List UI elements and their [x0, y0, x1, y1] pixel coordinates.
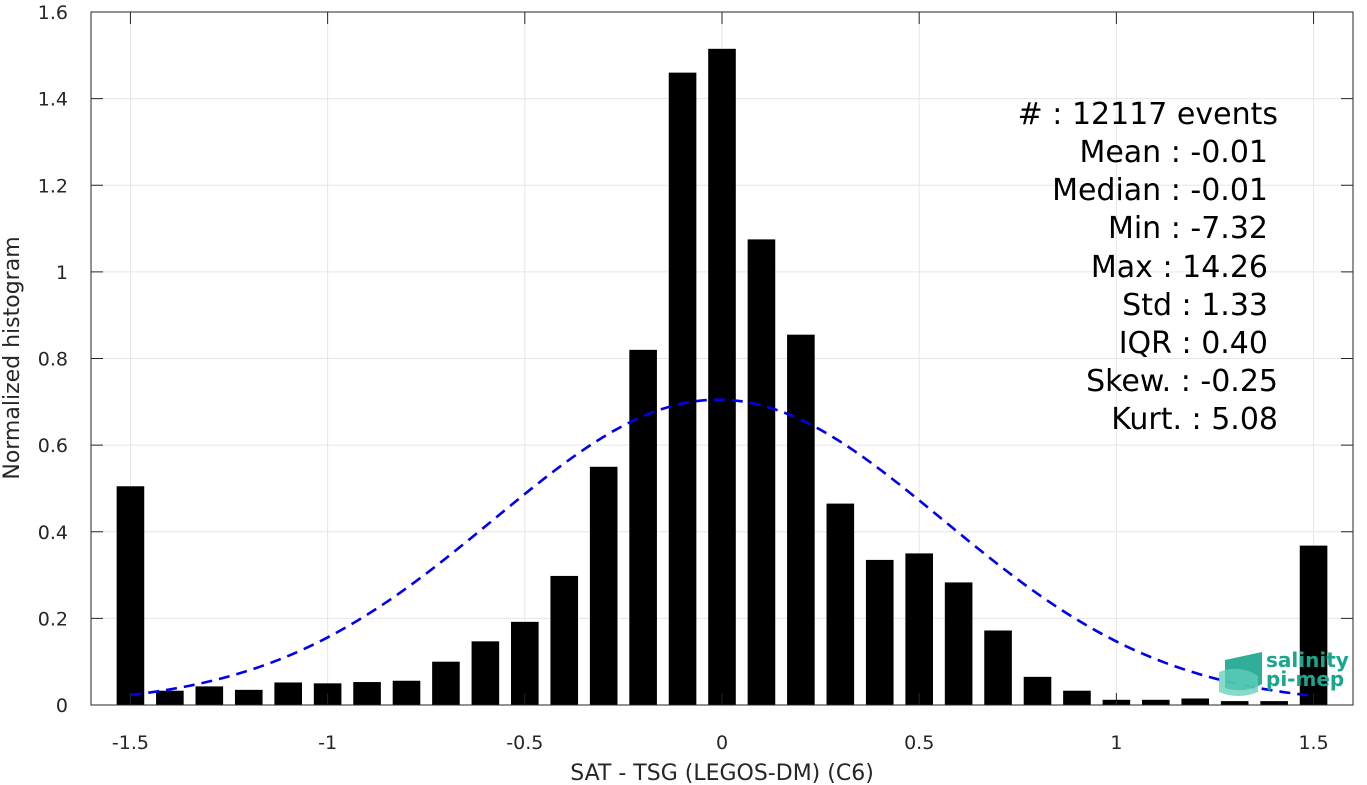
axes [90, 11, 1354, 706]
stat-min: Min : -7.32 [1108, 211, 1268, 246]
y-tick-label: 0.4 [38, 522, 68, 544]
x-tick-label: 1.5 [1298, 732, 1328, 754]
histogram-bar [1142, 699, 1170, 705]
stat-mean: Mean : -0.01 [1079, 135, 1268, 170]
histogram-bar [747, 239, 776, 705]
y-tick-label: 0.6 [38, 435, 68, 457]
histogram-bar [589, 466, 618, 705]
x-tick-label: 0 [716, 732, 728, 754]
stat-skew: Skew. : -0.25 [1086, 364, 1278, 399]
wave-logo-icon [1219, 652, 1262, 696]
stat-events: # : 12117 events [1018, 97, 1278, 132]
histogram-bar [432, 661, 460, 705]
x-tick-labels: -1.5 -1 -0.5 0 0.5 1 1.5 [112, 732, 1329, 754]
histogram-bar [274, 682, 302, 705]
histogram-bar [1181, 698, 1210, 705]
x-tick-label: -0.5 [506, 732, 543, 754]
stat-iqr: IQR : 0.40 [1119, 326, 1268, 361]
y-tick-label: 1.2 [38, 175, 68, 197]
y-tick-label: 0.8 [38, 349, 68, 371]
histogram-bar [1023, 676, 1052, 705]
histogram-bar [1299, 545, 1328, 705]
y-tick-labels: 0 0.2 0.4 0.6 0.8 1 1.2 1.4 1.6 [38, 2, 68, 717]
y-tick-label: 1.4 [38, 89, 68, 111]
histogram-bar [1063, 690, 1091, 705]
salinity-pi-mep-logo: salinity pi-mep [1219, 648, 1349, 696]
stat-std: Std : 1.33 [1122, 288, 1268, 323]
x-tick-label: 1 [1110, 732, 1122, 754]
x-tick-label: 0.5 [904, 732, 934, 754]
histogram-bar [392, 680, 421, 705]
histogram-bar [511, 621, 539, 705]
histogram-bar [865, 559, 894, 705]
histogram-bar [629, 349, 657, 705]
histogram-bar [1260, 701, 1288, 705]
stat-max: Max : 14.26 [1091, 250, 1268, 285]
y-axis-label: Normalized histogram [0, 236, 25, 479]
histogram-bar [668, 72, 697, 705]
statistics-box: # : 12117 events Mean : -0.01 Median : -… [1018, 97, 1278, 437]
logo-line-2: pi-mep [1266, 667, 1344, 691]
y-tick-label: 1 [56, 262, 68, 284]
y-tick-label: 1.6 [38, 2, 68, 24]
logo-line-1: salinity [1266, 648, 1349, 672]
histogram-bar [234, 689, 263, 705]
histogram-bar [826, 503, 855, 705]
histogram-bars [116, 48, 1328, 706]
histogram-bar [905, 553, 933, 705]
histogram-bar [116, 486, 145, 705]
x-tick-label: -1 [318, 732, 337, 754]
y-tick-label: 0 [56, 695, 68, 717]
histogram-bar [550, 575, 579, 705]
normal-fit-curve [130, 398, 1314, 698]
histogram-bar [353, 682, 381, 705]
histogram-bar [471, 641, 500, 705]
y-tick-label: 0.2 [38, 608, 68, 630]
histogram-bar [195, 686, 224, 705]
histogram-bar [708, 48, 736, 706]
x-axis-label: SAT - TSG (LEGOS-DM) (C6) [570, 761, 874, 785]
histogram-bar [984, 630, 1012, 705]
x-tick-label: -1.5 [112, 732, 149, 754]
stat-median: Median : -0.01 [1052, 173, 1268, 208]
histogram-bar [787, 334, 815, 705]
histogram-bar [1220, 701, 1249, 705]
histogram-bar [944, 582, 973, 705]
histogram-bar [156, 690, 184, 705]
stat-kurt: Kurt. : 5.08 [1111, 402, 1278, 437]
